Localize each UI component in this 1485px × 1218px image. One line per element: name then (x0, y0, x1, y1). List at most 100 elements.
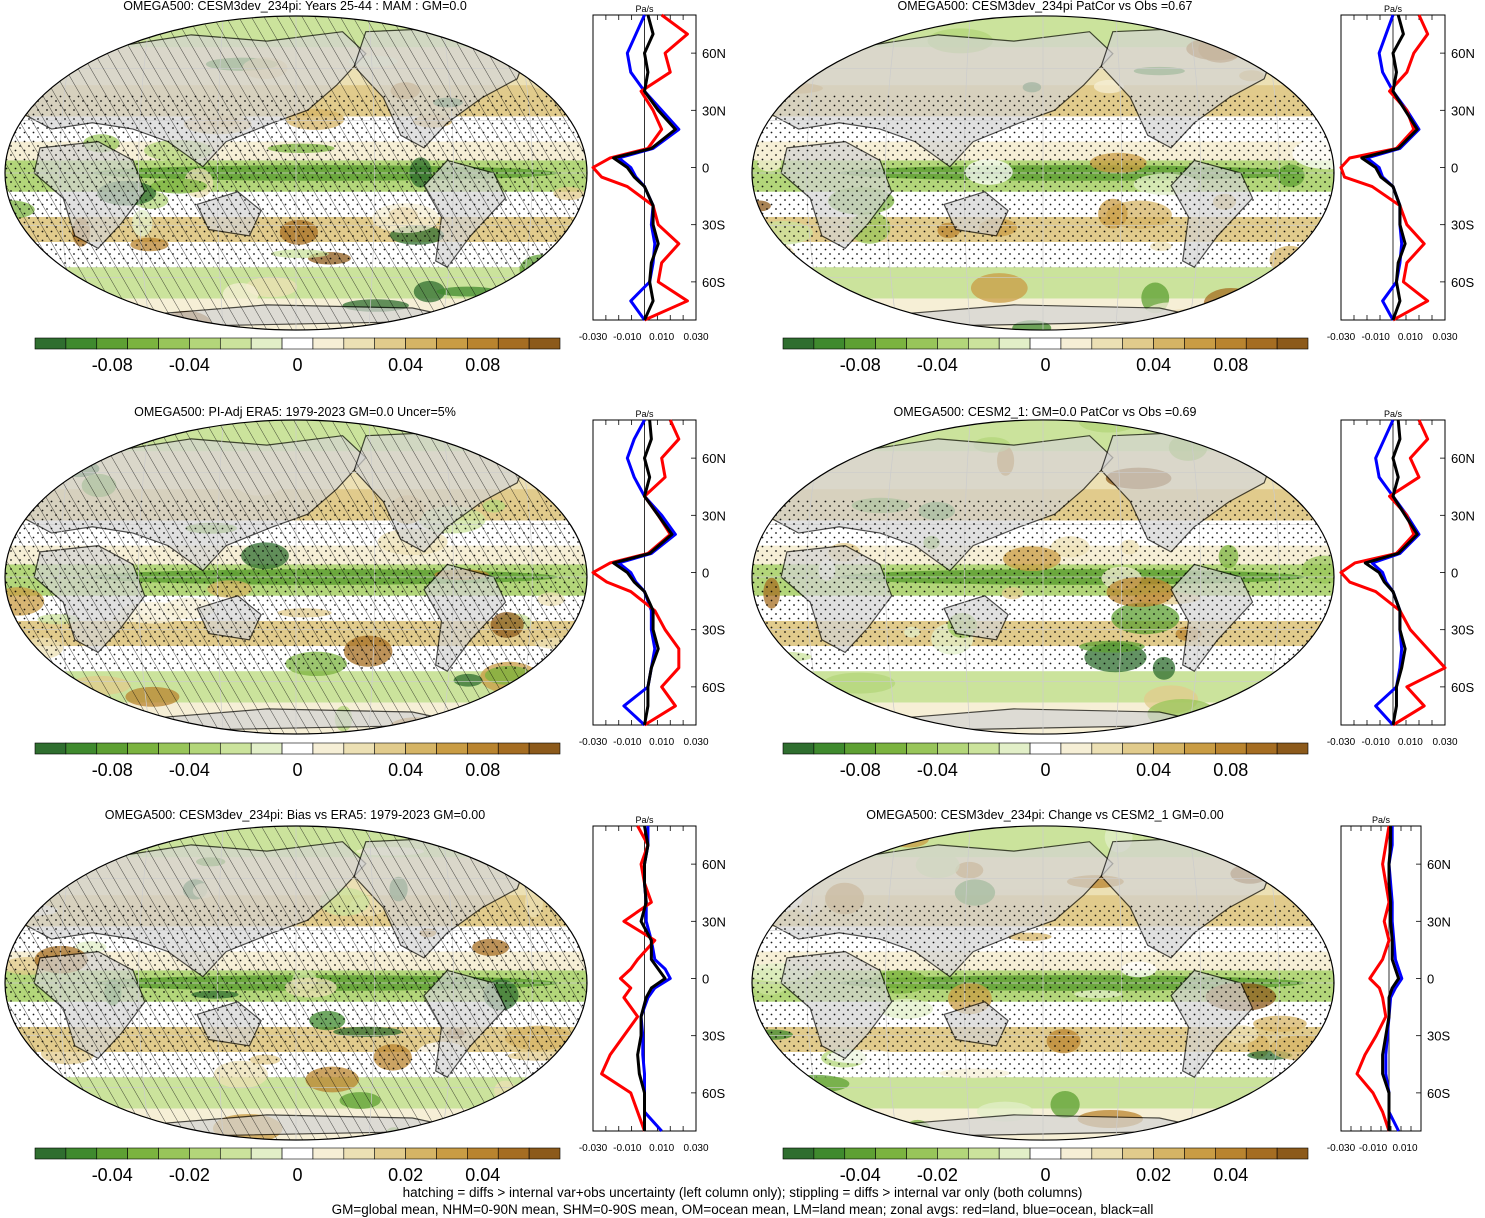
field-blob (5, 467, 54, 482)
zonal-unit-label: Pa/s (635, 4, 654, 14)
world-map (5, 16, 587, 330)
colorbar-cell (998, 337, 1031, 350)
world-map (752, 419, 1334, 735)
colorbar-cell (937, 1147, 969, 1160)
colorbar-cell (1215, 1147, 1247, 1160)
colorbar-tick-label: -0.04 (169, 760, 210, 780)
field-blob (1245, 672, 1282, 704)
field-blob (1243, 701, 1306, 733)
map-border (751, 15, 1335, 331)
colorbar-tick-label: 0 (1040, 355, 1050, 375)
colorbar-cell (1215, 337, 1247, 350)
colorbar-cell (1276, 337, 1309, 350)
field-blob (533, 1091, 587, 1118)
panel-title: OMEGA500: CESM3dev_234pi: Years 25-44 : … (123, 0, 467, 13)
colorbar-cell (96, 1147, 128, 1160)
zonal-series-ocean (1365, 14, 1421, 321)
panel-6: OMEGA500: CESM3dev_234pi: Change vs CESM… (745, 808, 1485, 1203)
field-blob (1288, 1098, 1333, 1121)
colorbar-tick-label: -0.08 (840, 760, 881, 780)
lat-tick-label: 60S (702, 680, 725, 695)
colorbar-cell (189, 1147, 221, 1160)
zonal-series-land (591, 419, 681, 727)
lat-tick-label: 30N (702, 103, 726, 118)
zonal-series-all (1381, 826, 1401, 1131)
colorbar-cell (1029, 742, 1062, 755)
colorbar-cell (127, 742, 159, 755)
x-tick-label: 0.030 (683, 737, 708, 748)
zonal-series-land (600, 825, 657, 1132)
x-tick-label: -0.010 (1361, 332, 1390, 343)
x-tick-label: -0.030 (579, 332, 608, 343)
lat-tick-label: 60N (702, 857, 726, 872)
colorbar-cell (1153, 742, 1185, 755)
field-blob (762, 53, 785, 64)
colorbar-tick-label: 0 (1040, 1165, 1050, 1185)
colorbar-tick-label: 0.08 (465, 760, 500, 780)
panel-4: OMEGA500: CESM2_1: GM=0.0 PatCor vs Obs … (745, 405, 1485, 800)
colorbar-tick-label: -0.04 (92, 1165, 133, 1185)
colorbar-cell (1184, 1147, 1216, 1160)
panel-graphics: -0.08 -0.04 0 0.04 0.08 Pa/s -0.030 -0.010 0.010… (4, 409, 726, 780)
colorbar-cell (782, 337, 815, 350)
colorbar-tick-label: 0.08 (465, 355, 500, 375)
field-blob (1205, 424, 1254, 449)
zonal-series-all (612, 14, 677, 321)
lat-tick-label: 30N (1451, 508, 1475, 523)
colorbar-cell (219, 1147, 252, 1160)
map-border (4, 419, 588, 735)
colorbar-cell (1153, 337, 1185, 350)
footer-line-2: GM=global mean, NHM=0-90N mean, SHM=0-90… (331, 1202, 1154, 1217)
field-blob (1203, 825, 1243, 833)
x-tick-label: -0.010 (1361, 737, 1390, 748)
field-blob (753, 671, 784, 696)
colorbar-cell (312, 742, 345, 755)
colorbar-cell (906, 742, 938, 755)
field-blob (751, 885, 800, 909)
colorbar-tick-label: 0 (292, 760, 302, 780)
zonal-series-ocean (1370, 419, 1421, 727)
colorbar-cell (1245, 742, 1278, 755)
colorbar-tick-label: 0.02 (1136, 1165, 1171, 1185)
panel-title: OMEGA500: PI-Adj ERA5: 1979-2023 GM=0.0 … (134, 405, 456, 419)
colorbar-cell (96, 742, 128, 755)
x-tick-label: 0.010 (1392, 1143, 1417, 1154)
field-blob (792, 431, 816, 446)
colorbar-cell (813, 337, 846, 350)
field-blob (539, 836, 565, 853)
colorbar-cell (250, 742, 283, 755)
lat-tick-label: 30S (702, 623, 725, 638)
lat-tick-label: 30S (702, 218, 725, 233)
panel-1: OMEGA500: CESM3dev_234pi: Years 25-44 : … (0, 0, 745, 395)
zonal-series-land (1339, 419, 1447, 727)
panel-title: OMEGA500: CESM3dev_234pi: Change vs CESM… (866, 808, 1224, 822)
zonal-mean-plot: Pa/s -0.030 -0.010 0.010 0.030 60N 30N 0 30S 60S (579, 409, 726, 748)
stipple-overlay (752, 904, 1334, 1078)
field-blob (544, 868, 587, 880)
colorbar-cell (405, 742, 437, 755)
colorbar-cell (906, 1147, 938, 1160)
colorbar-cell (782, 742, 815, 755)
lat-tick-label: 30S (1451, 218, 1474, 233)
panel-title: OMEGA500: CESM3dev_234pi PatCor vs Obs =… (897, 0, 1193, 13)
zonal-series-ocean (1384, 826, 1404, 1132)
colorbar-cell (813, 1147, 846, 1160)
colorbar-tick-label: -0.02 (917, 1165, 958, 1185)
lat-tick-label: 60N (1451, 451, 1475, 466)
colorbar-cell (1245, 1147, 1278, 1160)
lat-tick-label: 60N (1427, 857, 1451, 872)
colorbar-cell (374, 742, 406, 755)
colorbar-cell (281, 742, 314, 755)
colorbar-tick-label: -0.04 (840, 1165, 881, 1185)
x-tick-label: 0.010 (1398, 737, 1423, 748)
colorbar-cell (34, 742, 67, 755)
hatch-overlay (5, 420, 587, 734)
colorbar-cell (1184, 337, 1216, 350)
colorbar-cell (250, 337, 283, 350)
colorbar-cell (937, 337, 969, 350)
colorbar-cell (1215, 742, 1247, 755)
lat-tick-label: 0 (1451, 161, 1458, 176)
colorbar-cell (467, 1147, 499, 1160)
